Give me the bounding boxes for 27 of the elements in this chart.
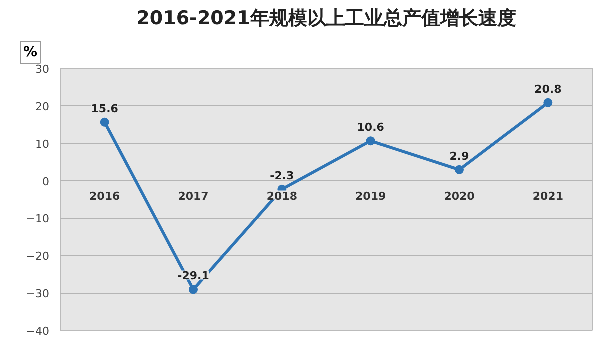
data-label: -2.3	[270, 169, 294, 182]
data-label: 2.9	[450, 150, 470, 163]
y-tick-label: 30	[36, 63, 50, 76]
x-tick-label: 2019	[356, 190, 386, 203]
point	[189, 285, 198, 294]
point	[544, 98, 553, 108]
y-tick-label: 10	[36, 138, 50, 151]
point	[366, 136, 376, 146]
y-tick-label: −10	[26, 212, 50, 226]
chart-title: 2016-2021年规模以上工业总产值增长速度	[136, 8, 516, 30]
x-tick-label: 2016	[90, 190, 120, 203]
point	[100, 118, 110, 127]
data-label: 20.8	[534, 82, 562, 96]
x-tick-label: 2018	[266, 190, 298, 203]
point	[455, 165, 464, 174]
y-tick-label: 20	[36, 100, 50, 114]
y-axis-title: %	[24, 44, 38, 60]
data-label: -29.1	[178, 270, 210, 283]
y-tick-label: −40	[26, 325, 50, 338]
data-label: 15.6	[91, 102, 119, 116]
data-label: 10.6	[357, 121, 385, 134]
x-tick-label: 2017	[178, 190, 209, 203]
y-tick-label: −30	[26, 288, 50, 301]
y-tick-label: 0	[42, 175, 50, 188]
y-tick-label: −20	[26, 250, 50, 264]
x-tick-label: 2020	[444, 190, 476, 203]
x-tick-label: 2021	[532, 190, 564, 203]
